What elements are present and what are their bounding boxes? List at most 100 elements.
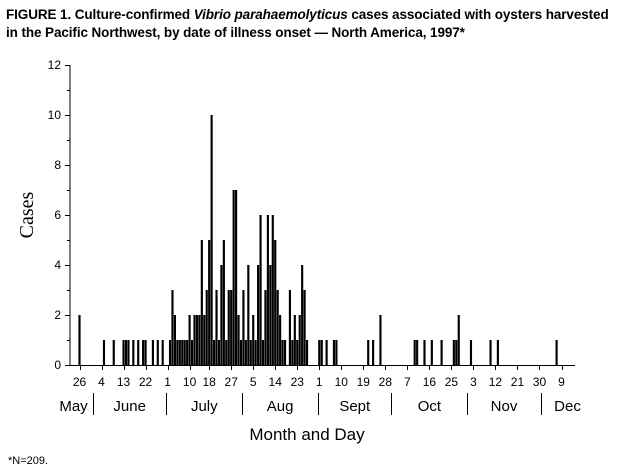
bar <box>132 340 135 365</box>
y-tick-label: 8 <box>54 158 61 172</box>
x-tick-label: 5 <box>250 375 257 389</box>
x-tick-label: 7 <box>404 375 411 389</box>
bar <box>217 340 221 365</box>
bar <box>303 290 306 365</box>
bar <box>200 240 203 365</box>
bar <box>247 265 250 365</box>
bar <box>122 340 125 365</box>
bar <box>183 340 186 365</box>
bar <box>235 190 238 365</box>
bar <box>372 340 375 365</box>
bar <box>276 290 279 365</box>
x-tick-label: 9 <box>558 375 565 389</box>
x-tick-label: 3 <box>470 375 477 389</box>
bar <box>222 240 225 365</box>
x-tick-label: 22 <box>139 375 153 389</box>
bar <box>208 240 211 365</box>
y-tick-label: 4 <box>54 258 61 272</box>
x-tick-label: 21 <box>511 375 525 389</box>
month-label: June <box>113 398 146 415</box>
bar <box>190 340 194 365</box>
bar <box>296 340 299 365</box>
x-tick-label: 4 <box>98 375 105 389</box>
bar <box>457 315 460 365</box>
figure-title: FIGURE 1. Culture-confirmed Vibrio parah… <box>6 6 611 42</box>
bar <box>335 340 338 365</box>
bars-layer <box>78 115 558 365</box>
bar <box>142 340 145 365</box>
bar <box>232 190 235 365</box>
bar <box>291 340 294 365</box>
bar <box>181 340 184 365</box>
bar <box>266 215 269 365</box>
month-label: May <box>59 398 88 415</box>
bar <box>298 315 301 365</box>
bar <box>151 340 154 365</box>
bar <box>203 315 206 365</box>
bar <box>367 340 370 365</box>
bar <box>496 340 499 365</box>
bar <box>102 340 106 365</box>
bar <box>269 265 272 365</box>
bar <box>242 290 245 365</box>
x-axis-layer: 26 4 13 22 1 10 18 27 5 14 23 1 10 19 28 7 16 25 3 12 21 30 9 M… <box>59 365 581 415</box>
bar <box>176 340 179 365</box>
bar <box>455 340 458 365</box>
bar <box>244 340 247 365</box>
bar <box>259 215 262 365</box>
y-axis-label: Cases <box>16 191 38 238</box>
x-tick-label: 25 <box>445 375 459 389</box>
x-tick-label: 1 <box>164 375 171 389</box>
bar <box>78 315 81 365</box>
bar <box>252 315 255 365</box>
y-tick-label: 2 <box>54 308 61 322</box>
bar <box>555 340 558 365</box>
x-tick-label: 18 <box>202 375 216 389</box>
x-tick-label: 28 <box>379 375 393 389</box>
month-label: Dec <box>554 398 581 415</box>
bar <box>168 340 172 365</box>
bar <box>423 340 426 365</box>
bar <box>279 315 282 365</box>
month-label: Oct <box>418 398 442 415</box>
bar <box>124 340 128 365</box>
bar <box>416 340 419 365</box>
bar <box>137 340 140 365</box>
x-axis-label: Month and Day <box>249 425 365 444</box>
title-part1: FIGURE 1. Culture-confirmed <box>6 7 194 22</box>
bar <box>264 290 267 365</box>
x-tick-label: 27 <box>225 375 239 389</box>
x-tick-label: 30 <box>533 375 547 389</box>
bar <box>257 265 260 365</box>
month-label: Sept <box>339 398 371 415</box>
bar <box>318 340 321 365</box>
y-tick-label: 0 <box>54 358 61 372</box>
y-axis-layer: 0 2 4 6 8 10 12 <box>48 58 71 372</box>
bar <box>195 315 199 365</box>
bar <box>186 340 189 365</box>
x-tick-label: 14 <box>269 375 283 389</box>
x-tick-label: 10 <box>183 375 197 389</box>
bar <box>213 340 216 365</box>
month-label: Nov <box>491 398 518 415</box>
bar <box>469 340 473 365</box>
bar <box>225 340 228 365</box>
bar <box>489 340 492 365</box>
month-label: July <box>191 398 218 415</box>
bar <box>288 290 291 365</box>
bar <box>237 315 240 365</box>
bar <box>430 340 433 365</box>
bar <box>325 340 328 365</box>
bar <box>413 340 416 365</box>
month-label: Aug <box>267 398 294 415</box>
bar <box>274 240 277 365</box>
bar <box>301 265 304 365</box>
bar <box>281 340 284 365</box>
bar <box>178 340 181 365</box>
x-tick-label: 16 <box>423 375 437 389</box>
bar <box>440 340 443 365</box>
x-tick-label: 1 <box>316 375 323 389</box>
bar <box>210 115 213 365</box>
y-tick-label: 12 <box>48 58 62 72</box>
